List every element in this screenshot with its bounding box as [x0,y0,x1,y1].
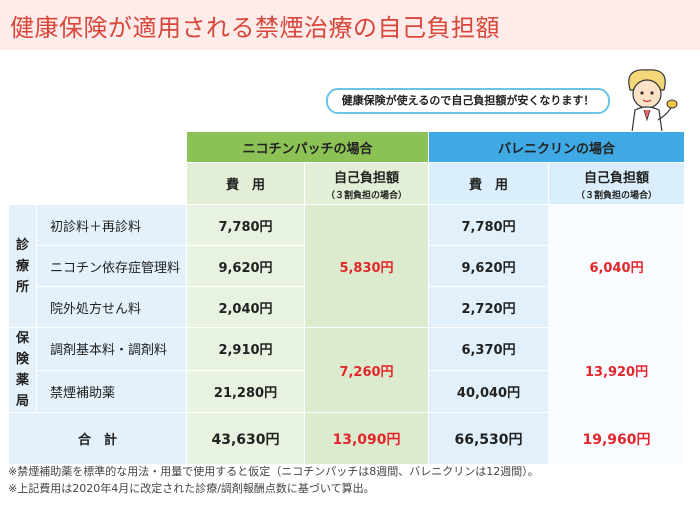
copay-label: 自己負担額 [584,170,650,186]
row-label: 初診料＋再診料 [36,204,187,246]
copay-note: （３割負担の場合） [326,190,408,201]
copay-note: （３割負担の場合） [576,190,658,201]
total-row: 合 計 43,630円 13,090円 66,530円 19,960円 [8,412,686,465]
pharmacy-copay-var: 13,920円 [548,327,686,413]
nic-fee-cell: 2,910円 [186,327,305,371]
var-fee-cell: 40,040円 [428,369,550,413]
group-clinic: 診療所 [8,204,37,328]
var-fee-cell: 7,780円 [428,204,550,246]
total-var-fee: 66,530円 [428,412,550,465]
varenicline-header: バレニクリンの場合 [428,131,686,163]
total-label: 合 計 [8,412,187,465]
nic-fee-header: 費 用 [186,162,305,205]
var-fee-cell: 6,370円 [428,327,550,371]
var-fee-cell: 2,720円 [428,286,550,328]
var-copay-header: 自己負担額 （３割負担の場合） [548,162,686,205]
nicotine-patch-header: ニコチンパッチの場合 [185,131,430,163]
footnote: ※上記費用は2020年4月に改定された診療/調剤報酬点数に基づいて算出。 [8,482,375,495]
page-title: 健康保険が適用される禁煙治療の自己負担額 [10,14,500,42]
clinic-copay-nic: 5,830円 [303,204,430,328]
row-label: 禁煙補助薬 [36,369,187,413]
total-nic-fee: 43,630円 [186,412,305,465]
row-label: 院外処方せん料 [36,286,187,328]
table-row: ニコチン依存症管理料 9,620円 9,620円 [9,245,685,287]
table-row: 保険薬局 調剤基本料・調剤料 2,910円 7,260円 6,370円 13,9… [8,327,686,413]
copay-label: 自己負担額 [334,170,400,186]
nic-fee-cell: 21,280円 [186,369,305,413]
total-nic-copay: 13,090円 [303,412,430,465]
table-row: 院外処方せん料 2,040円 2,720円 [9,286,685,328]
doctor-mascot-icon [628,69,678,132]
nic-copay-header: 自己負担額 （３割負担の場合） [303,162,430,205]
speech-bubble: 健康保険が使えるので自己負担額が安くなります！ [326,88,610,114]
nic-fee-cell: 9,620円 [186,245,305,287]
footnote: ※禁煙補助薬を標準的な用法・用量で使用すると仮定（ニコチンパッチは8週間、バレニ… [8,465,539,478]
nic-fee-cell: 7,780円 [186,204,305,246]
table-row: 診療所 初診料＋再診料 7,780円 5,830円 7,780円 6,040円 [8,204,686,328]
footnotes: ※禁煙補助薬を標準的な用法・用量で使用すると仮定（ニコチンパッチは8週間、バレニ… [8,463,539,497]
var-fee-cell: 9,620円 [428,245,550,287]
pharmacy-copay-nic: 7,260円 [303,327,430,413]
var-fee-header: 費 用 [428,162,550,205]
group-pharmacy: 保険薬局 [8,327,37,413]
total-var-copay: 19,960円 [548,412,686,465]
cost-table: ニコチンパッチの場合 バレニクリンの場合 費 用 自己負担額 （３割負担の場合）… [8,131,686,465]
nic-fee-cell: 2,040円 [186,286,305,328]
title-bar: 健康保険が適用される禁煙治療の自己負担額 [0,0,700,50]
row-label: ニコチン依存症管理料 [36,245,187,287]
table-row: 禁煙補助薬 21,280円 40,040円 [9,369,685,413]
clinic-copay-var: 6,040円 [548,204,686,328]
row-label: 調剤基本料・調剤料 [36,327,187,371]
